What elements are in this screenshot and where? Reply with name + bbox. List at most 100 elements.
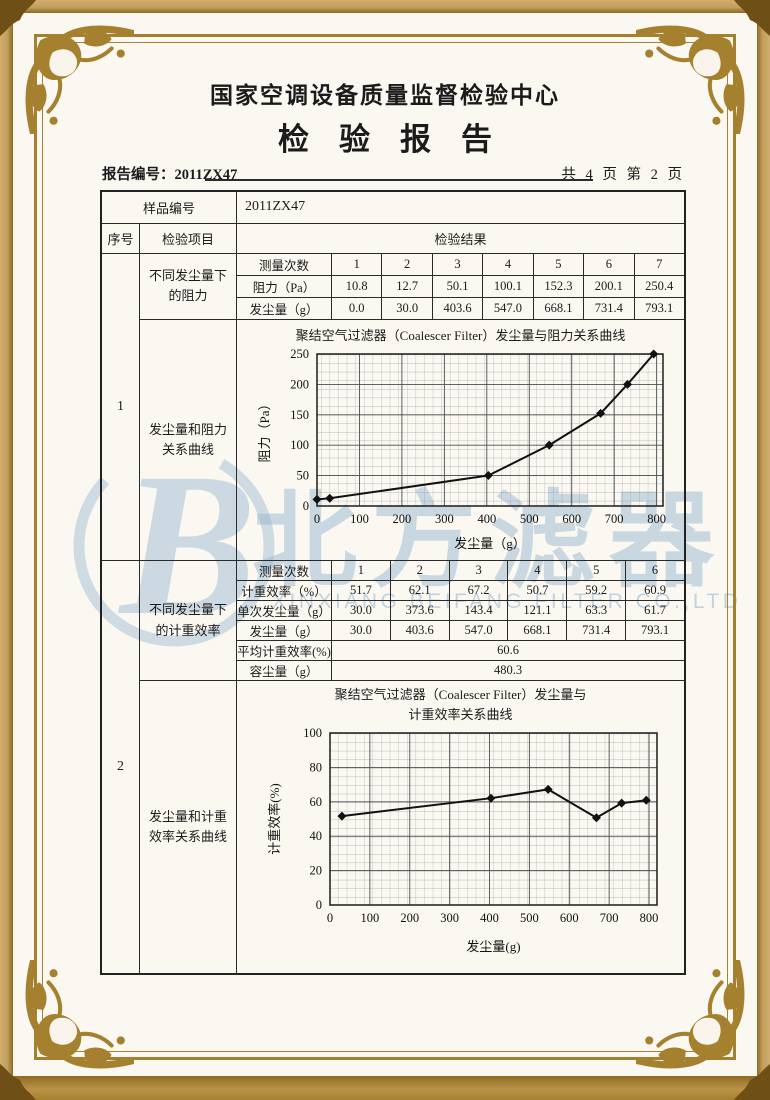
sample-number-row: 样品编号 2011ZX47 xyxy=(102,192,684,224)
svg-text:100: 100 xyxy=(350,512,369,526)
svg-text:200: 200 xyxy=(393,512,412,526)
svg-text:200: 200 xyxy=(400,911,419,925)
svg-text:500: 500 xyxy=(520,911,539,925)
subtable-cell: 30.0 xyxy=(382,297,433,319)
subtable-row-label: 计重效率（%） xyxy=(237,581,332,601)
svg-text:500: 500 xyxy=(520,512,539,526)
column-header-item: 检验项目 xyxy=(140,223,237,253)
header-rule xyxy=(205,179,593,181)
svg-text:50: 50 xyxy=(297,468,310,482)
svg-text:0: 0 xyxy=(303,499,309,513)
subtable-cell: 547.0 xyxy=(483,297,534,319)
corner-leaf-icon xyxy=(734,1064,770,1100)
svg-text:0: 0 xyxy=(316,898,322,912)
item-row-2: 2 不同发尘量下的计重效率 测量次数 1 2 3 4 5 6 计重效率（%） 51.7 62.1 6… xyxy=(102,560,684,973)
resistance-subtable: 测量次数 1 2 3 4 5 6 7 阻力（Pa） 10.8 12.7 50.1 100.1 152.3 2… xyxy=(237,253,684,319)
subtable-summary-label: 平均计重效率(%) xyxy=(237,641,332,661)
subtable-summary-value: 60.6 xyxy=(497,643,519,658)
efficiency-subtable: 测量次数 1 2 3 4 5 6 计重效率（%） 51.7 62.1 67.2 50.7 59.2 60.… xyxy=(237,561,684,681)
subtable-cell: 6 xyxy=(651,563,659,578)
border-band-left xyxy=(0,0,13,1100)
subtable-cell: 6 xyxy=(584,253,635,275)
subtable-cell: 0.0 xyxy=(332,297,383,319)
svg-text:100: 100 xyxy=(361,911,380,925)
svg-text:0: 0 xyxy=(314,512,320,526)
subtable-cell: 62.1 xyxy=(391,581,450,601)
y-axis-label: 阻力（Pa） xyxy=(257,397,272,462)
y-axis-label: 计重效率(%) xyxy=(267,783,282,855)
subtable-cell: 100.1 xyxy=(483,275,534,297)
subtable-cell: 1 xyxy=(332,253,383,275)
subtable-cell: 668.1 xyxy=(534,297,585,319)
subtable-cell: 121.1 xyxy=(508,601,568,621)
item1-chart-label: 发尘量和阻力关系曲线 xyxy=(140,319,237,561)
subtable-row: 阻力（Pa） 10.8 12.7 50.1 100.1 152.3 200.1 250.4 xyxy=(237,274,684,297)
subtable-cell: 403.6 xyxy=(391,621,450,641)
subtable-cell: 4 xyxy=(508,561,568,581)
svg-text:200: 200 xyxy=(290,377,309,391)
subtable-row: 测量次数 1 2 3 4 5 6 7 xyxy=(237,253,684,275)
corner-leaf-icon xyxy=(0,0,36,36)
chart2-title-line1: 聚结空气过滤器（Coalescer Filter）发尘量与 xyxy=(334,687,587,703)
svg-text:250: 250 xyxy=(290,347,309,361)
report-number: 报告编号：2011ZX47 xyxy=(102,167,238,183)
svg-text:700: 700 xyxy=(605,512,624,526)
subtable-cell: 250.4 xyxy=(645,278,674,293)
svg-text:60: 60 xyxy=(310,795,323,809)
svg-text:20: 20 xyxy=(310,864,323,878)
subtable-cell: 59.2 xyxy=(567,581,627,601)
subtable-cell: 1 xyxy=(332,561,391,581)
sample-number-label: 样品编号 xyxy=(102,192,237,223)
subtable-cell: 30.0 xyxy=(332,601,391,621)
svg-text:300: 300 xyxy=(440,911,459,925)
subtable-cell: 63.3 xyxy=(567,601,627,621)
subtable-row: 计重效率（%） 51.7 62.1 67.2 50.7 59.2 60.9 xyxy=(237,580,684,601)
svg-text:400: 400 xyxy=(480,911,499,925)
svg-text:80: 80 xyxy=(310,761,323,775)
center-name: 国家空调设备质量监督检验中心 xyxy=(210,83,560,108)
svg-text:0: 0 xyxy=(327,911,333,925)
report-title: 检验报告 xyxy=(278,122,522,157)
border-band-top xyxy=(0,0,770,13)
item-row-1: 1 不同发尘量下的阻力 测量次数 1 2 3 4 5 6 7 阻力（Pa） 10.8 12.7 5 0.… xyxy=(102,253,684,561)
subtable-cell: 2 xyxy=(382,253,433,275)
subtable-row-label: 测量次数 xyxy=(237,253,332,275)
svg-text:150: 150 xyxy=(290,408,309,422)
subtable-cell: 373.6 xyxy=(391,601,450,621)
subtable-cell: 793.1 xyxy=(640,623,670,638)
subtable-cell: 3 xyxy=(450,561,509,581)
border-band-right xyxy=(757,0,770,1100)
svg-text:100: 100 xyxy=(303,726,322,740)
svg-text:100: 100 xyxy=(290,438,309,452)
subtable-cell: 547.0 xyxy=(450,621,509,641)
resistance-chart: 0 100 200 300 400 500 600 700 800 0 50 100 150 200 250… xyxy=(257,347,666,551)
efficiency-chart: 0 100 200 300 400 500 600 700 800 0 20 40 60 80 100 发尘量… xyxy=(267,726,658,954)
item2-seq: 2 xyxy=(102,561,140,973)
sample-number-value: 2011ZX47 xyxy=(245,199,306,215)
subtable-cell: 30.0 xyxy=(332,621,391,641)
subtable-row: 测量次数 1 2 3 4 5 6 xyxy=(237,561,684,581)
resistance-chart-region: 聚结空气过滤器（Coalescer Filter）发尘量与阻力关系曲线 0 100… xyxy=(237,320,684,560)
chart1-title: 聚结空气过滤器（Coalescer Filter）发尘量与阻力关系曲线 xyxy=(295,327,626,343)
subtable-cell: 12.7 xyxy=(382,275,433,297)
subtable-cell: 3 xyxy=(433,253,484,275)
subtable-cell: 10.8 xyxy=(332,275,383,297)
efficiency-chart-region: 聚结空气过滤器（Coalescer Filter）发尘量与 计重效率关系曲线 0… xyxy=(237,681,684,973)
subtable-cell: 5 xyxy=(534,253,585,275)
subtable-cell: 731.4 xyxy=(567,621,627,641)
subtable-cell: 51.7 xyxy=(332,581,391,601)
x-axis-label: 发尘量（g） xyxy=(454,536,526,551)
subtable-cell: 403.6 xyxy=(433,297,484,319)
subtable-cell: 4 xyxy=(483,253,534,275)
subtable-cell: 793.1 xyxy=(645,300,674,315)
subtable-cell: 67.2 xyxy=(450,581,509,601)
subtable-summary-value: 480.3 xyxy=(493,663,523,678)
corner-leaf-icon xyxy=(734,0,770,36)
item1-table-label: 不同发尘量下的阻力 xyxy=(140,253,237,319)
subtable-row-label: 发尘量（g） xyxy=(237,297,332,319)
subtable-row-label: 测量次数 xyxy=(237,561,332,581)
subtable-cell: 200.1 xyxy=(584,275,635,297)
subtable-row: 发尘量（g） 30.0 403.6 547.0 668.1 731.4 793.1 xyxy=(237,620,684,641)
border-band-bottom xyxy=(0,1076,770,1100)
svg-text:40: 40 xyxy=(310,829,323,843)
